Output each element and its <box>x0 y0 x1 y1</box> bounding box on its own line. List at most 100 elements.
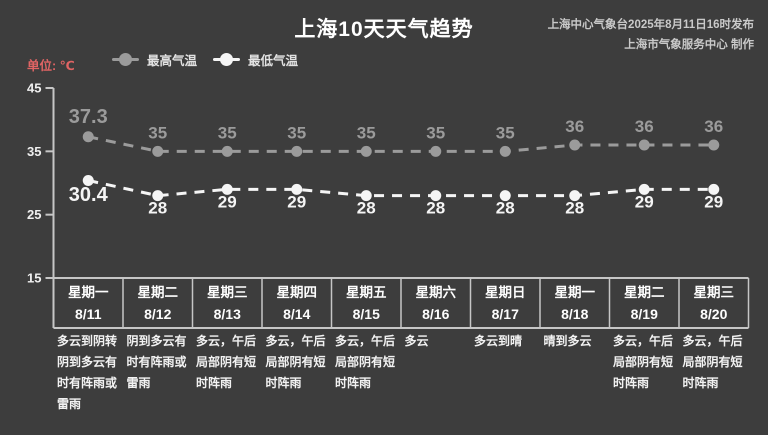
min-temp-value-label: 29 <box>287 192 306 211</box>
day-column: 星期一 8/11 <box>54 280 124 328</box>
min-temp-value-label: 28 <box>565 199 584 218</box>
day-labels-row: 星期一 8/11 星期二 8/12 星期三 8/13 星期四 8/14 星期五 8/15 星期六 8/… <box>54 280 749 328</box>
day-column: 星期日 8/17 <box>471 280 541 328</box>
condition-column: 多云，午后局部阴有短时阵雨 <box>610 331 680 394</box>
weekday-label: 星期五 <box>346 285 387 300</box>
weather-condition-text: 多云，午后局部阴有短时阵雨 <box>682 334 743 390</box>
condition-column: 多云到阴转阴到多云有时有阵雨或雷雨 <box>54 331 124 415</box>
max-temp-value-label: 36 <box>704 117 723 136</box>
publisher-line-1: 上海中心气象台2025年8月11日16时发布 <box>547 19 754 31</box>
min-temp-line <box>87 179 714 198</box>
date-label: 8/15 <box>352 306 380 322</box>
date-label: 8/11 <box>75 306 102 322</box>
weather-condition-text: 多云，午后局部阴有短时阵雨 <box>335 334 396 390</box>
date-label: 8/12 <box>144 306 172 322</box>
max-temp-value-label: 35 <box>287 123 306 142</box>
max-temp-point <box>708 139 720 151</box>
condition-column: 晴到多云 <box>540 331 610 352</box>
max-temp-line <box>87 135 714 153</box>
min-temp-point <box>430 190 442 202</box>
date-label: 8/16 <box>422 306 450 322</box>
max-temp-point <box>221 145 233 157</box>
min-temp-legend-label: 最低气温 <box>248 54 299 68</box>
day-column: 星期三 8/13 <box>193 280 263 328</box>
max-temp-point <box>638 139 650 151</box>
day-column: 星期五 8/15 <box>332 280 402 328</box>
day-column: 星期一 8/18 <box>540 280 610 328</box>
weather-condition-text: 多云到晴 <box>474 334 523 348</box>
weather-condition-text: 多云，午后局部阴有短时阵雨 <box>196 334 257 390</box>
max-temp-value-label: 35 <box>426 123 445 142</box>
min-temp-value-label: 29 <box>218 192 237 211</box>
min-temp-point <box>708 183 720 195</box>
weekday-label: 星期六 <box>415 285 457 300</box>
max-temp-legend-label: 最高气温 <box>147 54 198 68</box>
weekday-label: 星期三 <box>207 285 248 300</box>
max-temp-point <box>499 145 511 157</box>
min-temp-value-label: 28 <box>148 199 167 218</box>
weather-condition-text: 多云，午后局部阴有短时阵雨 <box>613 334 674 390</box>
page-title: 上海10天天气趋势 <box>294 18 474 41</box>
weekday-label: 星期二 <box>137 285 179 300</box>
unit-label: 单位: ℃ <box>27 59 75 73</box>
day-column: 星期二 8/12 <box>123 280 193 328</box>
y-tick-label: 15 <box>27 271 41 286</box>
weather-condition-text: 晴到多云 <box>543 334 592 348</box>
condition-column: 阴到多云有时有阵雨或雷雨 <box>123 331 193 394</box>
publisher-info: 上海中心气象台2025年8月11日16时发布 上海市气象服务中心 制作 <box>548 15 754 55</box>
weather-condition-text: 多云 <box>404 334 429 348</box>
weekday-label: 星期二 <box>624 285 665 300</box>
day-column: 星期六 8/16 <box>401 280 471 328</box>
min-temp-value-label: 29 <box>704 192 723 211</box>
max-temp-value-label: 35 <box>148 123 167 142</box>
day-column: 星期三 8/20 <box>679 280 749 328</box>
condition-column: 多云，午后局部阴有短时阵雨 <box>193 331 263 394</box>
max-temp-value-label: 36 <box>565 117 584 136</box>
max-temp-value-label: 35 <box>218 123 237 142</box>
min-temp-value-label: 30.4 <box>69 184 109 206</box>
max-temp-value-label: 35 <box>496 123 515 142</box>
weather-condition-text: 多云，午后局部阴有短时阵雨 <box>265 334 326 390</box>
date-label: 8/20 <box>700 306 728 322</box>
min-temp-point <box>152 190 164 202</box>
y-tick-label: 45 <box>27 81 41 96</box>
min-temp-value-label: 28 <box>426 199 445 218</box>
condition-column: 多云，午后局部阴有短时阵雨 <box>262 331 332 394</box>
y-tick-label: 35 <box>27 144 41 159</box>
weather-condition-text: 多云到阴转阴到多云有时有阵雨或雷雨 <box>57 334 118 411</box>
max-temp-point <box>430 145 442 157</box>
min-temp-point <box>82 174 94 186</box>
min-temp-point <box>291 183 303 195</box>
max-temp-point <box>152 145 164 157</box>
weather-condition-text: 阴到多云有时有阵雨或雷雨 <box>126 334 187 390</box>
min-temp-legend-marker <box>213 53 241 66</box>
max-temp-value-label: 36 <box>635 117 654 136</box>
min-temp-point <box>638 183 650 195</box>
max-temp-legend-marker <box>112 53 139 66</box>
date-label: 8/17 <box>491 306 519 322</box>
max-temp-value-label: 37.3 <box>69 106 108 128</box>
weekday-label: 星期日 <box>485 285 526 300</box>
date-label: 8/19 <box>630 306 658 322</box>
legend-item-max-temp: 最高气温 <box>112 50 197 69</box>
condition-column: 多云到晴 <box>471 331 541 352</box>
min-temp-point <box>569 190 581 202</box>
date-label: 8/13 <box>213 306 241 322</box>
min-temp-point <box>360 190 372 202</box>
date-label: 8/18 <box>561 306 589 322</box>
weekday-label: 星期一 <box>554 285 596 300</box>
min-temp-value-label: 28 <box>357 199 376 218</box>
legend-item-min-temp: 最低气温 <box>213 50 298 69</box>
min-temp-value-label: 28 <box>496 199 515 218</box>
condition-column: 多云，午后局部阴有短时阵雨 <box>679 331 749 394</box>
max-temp-point <box>360 145 372 157</box>
condition-column: 多云 <box>401 331 471 352</box>
legend: 最高气温 最低气温 <box>112 50 298 69</box>
max-temp-point <box>291 145 303 157</box>
date-label: 8/14 <box>283 306 311 322</box>
min-temp-point <box>499 190 511 202</box>
max-temp-value-label: 35 <box>357 123 376 142</box>
weather-conditions-row: 多云到阴转阴到多云有时有阵雨或雷雨 阴到多云有时有阵雨或雷雨 多云，午后局部阴有短时… <box>54 331 749 415</box>
y-tick-label: 25 <box>27 207 41 222</box>
